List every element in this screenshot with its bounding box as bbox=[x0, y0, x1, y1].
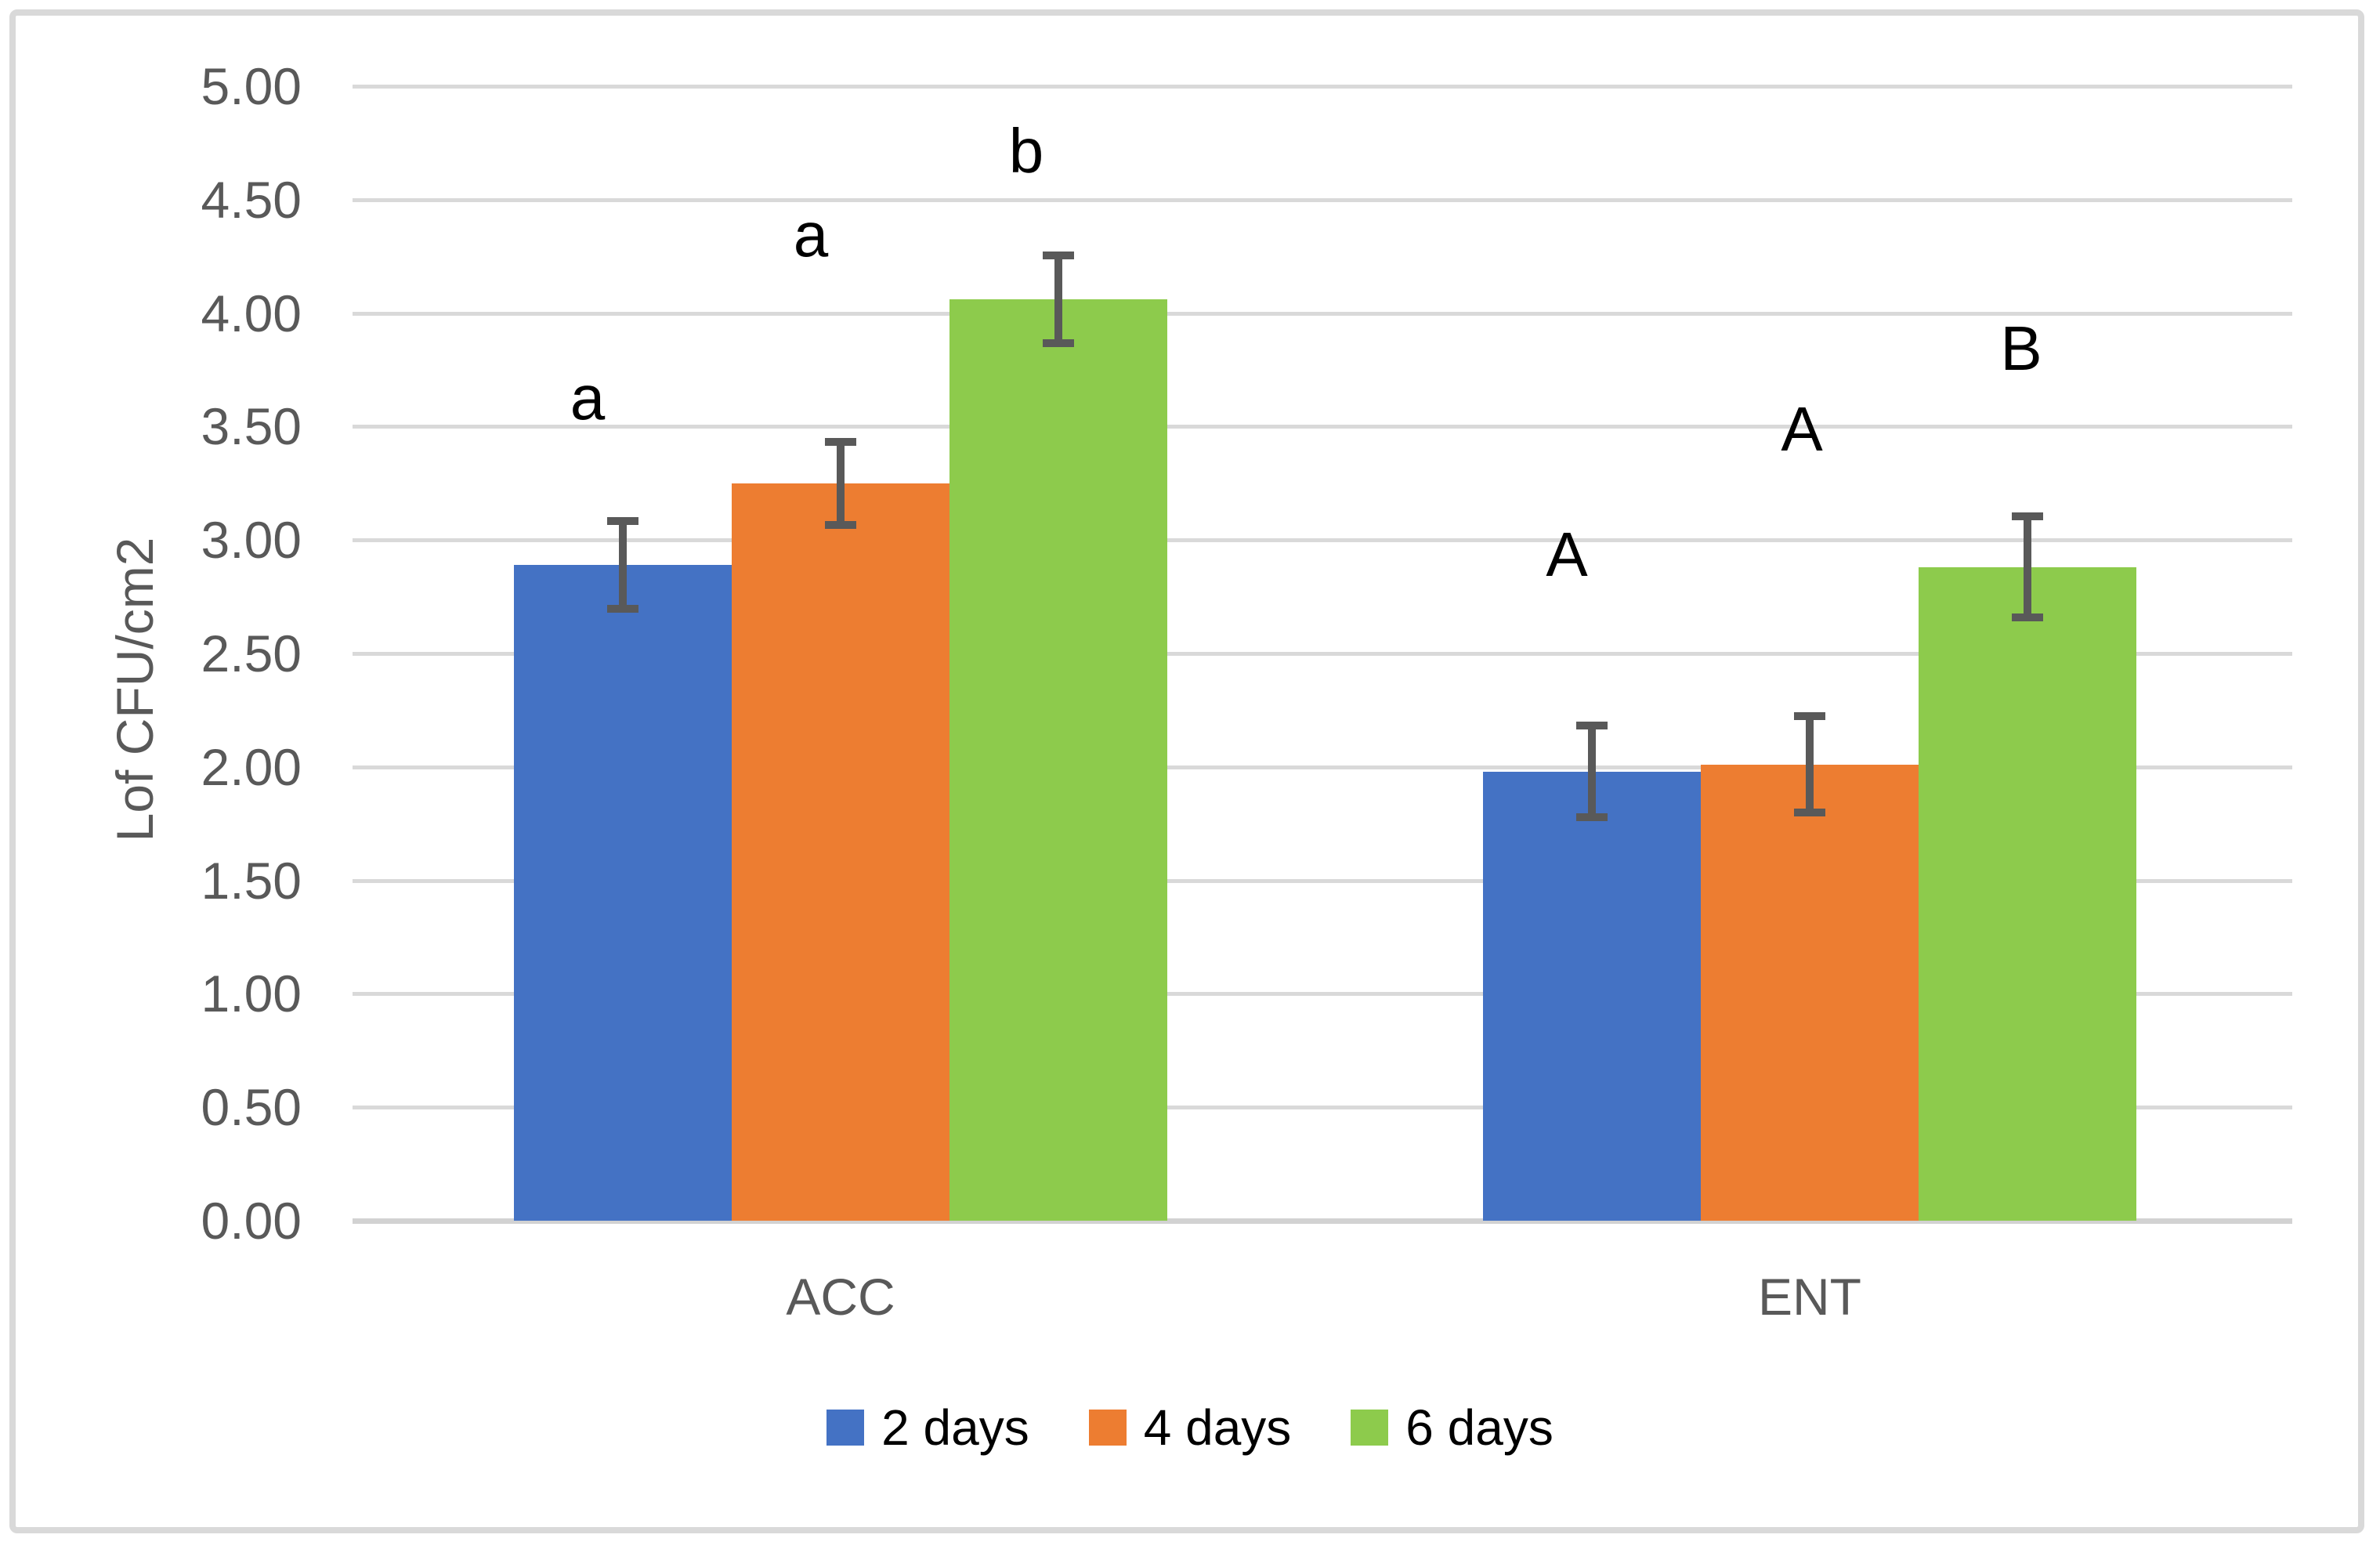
bar-ACC-6-days bbox=[949, 299, 1167, 1221]
gridline-2.00 bbox=[353, 765, 2292, 769]
error-bar-cap-top bbox=[1576, 721, 1608, 729]
error-bar-cap-bottom bbox=[2012, 613, 2043, 622]
error-bar-cap-bottom bbox=[1576, 813, 1608, 822]
error-bar-vline bbox=[2024, 512, 2031, 622]
error-bar-ENT-4-days bbox=[1794, 712, 1825, 817]
y-tick-label-3.00: 3.00 bbox=[201, 511, 302, 570]
gridline-4.50 bbox=[353, 197, 2292, 202]
error-bar-cap-bottom bbox=[825, 520, 856, 529]
bar-ACC-4-days bbox=[732, 483, 949, 1221]
y-tick-label-3.50: 3.50 bbox=[201, 397, 302, 456]
error-bar-vline bbox=[619, 517, 627, 613]
legend-item-6-days: 6 days bbox=[1351, 1402, 1554, 1453]
significance-letter-ACC-4-days: a bbox=[793, 200, 829, 270]
gridline-4.00 bbox=[353, 311, 2292, 316]
error-bar-ACC-6-days bbox=[1043, 252, 1074, 348]
gridline-5.00 bbox=[353, 85, 2292, 89]
legend-item-2-days: 2 days bbox=[826, 1402, 1029, 1453]
gridline-3.50 bbox=[353, 425, 2292, 429]
y-tick-label-1.50: 1.50 bbox=[201, 851, 302, 910]
error-bar-ENT-6-days bbox=[2012, 512, 2043, 622]
y-tick-label-5.00: 5.00 bbox=[201, 57, 302, 115]
bar-ACC-2-days bbox=[514, 565, 732, 1221]
y-tick-label-1.00: 1.00 bbox=[201, 965, 302, 1023]
gridline-0.50 bbox=[353, 1106, 2292, 1110]
error-bar-cap-top bbox=[1043, 252, 1074, 260]
x-axis-line bbox=[353, 1218, 2292, 1224]
legend-label: 6 days bbox=[1405, 1399, 1554, 1456]
x-category-label-ENT: ENT bbox=[1758, 1268, 1861, 1326]
error-bar-ACC-4-days bbox=[825, 437, 856, 529]
significance-letter-ACC-2-days: a bbox=[570, 363, 606, 432]
gridline-2.50 bbox=[353, 652, 2292, 656]
error-bar-cap-bottom bbox=[1794, 809, 1825, 817]
significance-letter-ACC-6-days: b bbox=[1008, 116, 1044, 186]
y-tick-label-4.00: 4.00 bbox=[201, 284, 302, 342]
y-tick-label-2.50: 2.50 bbox=[201, 624, 302, 682]
error-bar-cap-top bbox=[2012, 512, 2043, 521]
error-bar-cap-top bbox=[825, 437, 856, 446]
legend-item-4-days: 4 days bbox=[1088, 1399, 1292, 1456]
legend-swatch-2-days bbox=[826, 1410, 865, 1446]
gridline-3.00 bbox=[353, 538, 2292, 543]
legend-swatch-6-days bbox=[1351, 1410, 1389, 1446]
significance-letter-ENT-6-days: B bbox=[2000, 313, 2042, 383]
error-bar-cap-top bbox=[1794, 712, 1825, 721]
y-tick-label-0.50: 0.50 bbox=[201, 1078, 302, 1137]
error-bar-cap-bottom bbox=[1043, 339, 1074, 348]
legend-swatch-4-days bbox=[1088, 1410, 1127, 1446]
bar-ENT-6-days bbox=[1919, 566, 2136, 1221]
gridline-1.00 bbox=[353, 992, 2292, 997]
legend-label: 2 days bbox=[881, 1399, 1029, 1456]
significance-letter-ENT-4-days: A bbox=[1781, 394, 1823, 464]
bar-ENT-2-days bbox=[1483, 771, 1701, 1221]
error-bar-vline bbox=[1588, 721, 1596, 822]
x-category-label-ACC: ACC bbox=[786, 1268, 895, 1326]
error-bar-cap-bottom bbox=[607, 604, 638, 613]
y-tick-label-4.50: 4.50 bbox=[201, 170, 302, 229]
error-bar-vline bbox=[1806, 712, 1814, 817]
error-bar-cap-top bbox=[607, 517, 638, 526]
error-bar-ENT-2-days bbox=[1576, 721, 1608, 822]
legend-label: 4 days bbox=[1143, 1399, 1292, 1456]
bar-ENT-4-days bbox=[1701, 764, 1919, 1221]
gridline-1.50 bbox=[353, 878, 2292, 883]
error-bar-ACC-2-days bbox=[607, 517, 638, 613]
y-tick-label-2.00: 2.00 bbox=[201, 737, 302, 796]
y-axis-title: Lof CFU/cm2 bbox=[106, 537, 164, 842]
significance-letter-ENT-2-days: A bbox=[1546, 519, 1588, 589]
y-tick-label-0.00: 0.00 bbox=[201, 1192, 302, 1250]
chart-legend: 2 days 4 days 6 days bbox=[0, 1402, 2380, 1453]
error-bar-vline bbox=[1054, 252, 1062, 348]
error-bar-vline bbox=[837, 437, 845, 529]
